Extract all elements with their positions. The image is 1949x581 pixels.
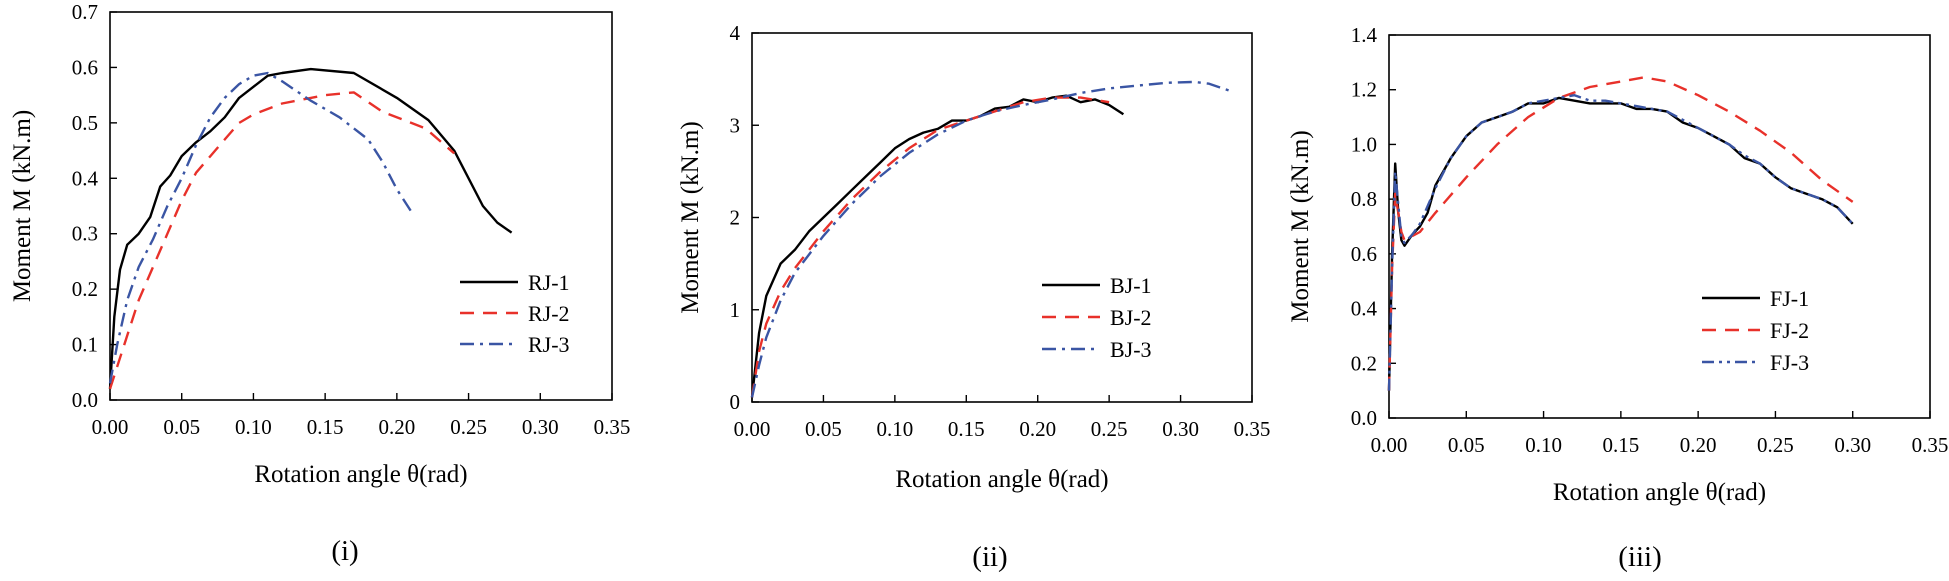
x-tick-label: 0.20 <box>378 415 415 439</box>
panel-caption: (i) <box>331 535 358 567</box>
legend-label: RJ-2 <box>528 301 570 326</box>
y-tick-label: 0.2 <box>72 277 98 301</box>
y-tick-label: 0.3 <box>72 222 98 246</box>
y-tick-label: 0.4 <box>72 166 99 190</box>
x-tick-label: 0.20 <box>1680 433 1717 457</box>
x-tick-label: 0.35 <box>1912 433 1949 457</box>
x-tick-label: 0.25 <box>1757 433 1794 457</box>
panel-iii: 0.00 0.05 0.10 0.15 0.20 0.25 0.30 0.35 0.0 0.2 0.… <box>1287 23 1948 573</box>
x-tick-label: 0.05 <box>1448 433 1485 457</box>
x-tick-label: 0.10 <box>876 417 913 441</box>
x-tick-label: 0.05 <box>163 415 200 439</box>
y-tick-label: 0.1 <box>72 333 98 357</box>
x-tick-label: 0.35 <box>1234 417 1271 441</box>
x-axis-label: Rotation angle θ(rad) <box>254 461 467 488</box>
panel-caption: (ii) <box>972 541 1007 573</box>
series-line-fj-1 <box>1387 96 1854 391</box>
y-tick-label: 1.4 <box>1351 23 1378 47</box>
panel-i: 0.00 0.05 0.10 0.15 0.20 0.25 0.30 0.35 0.0 0.1 0.… <box>9 0 630 567</box>
y-tick-label: 0.7 <box>72 0 98 24</box>
y-tick-label: 0.2 <box>1351 351 1377 375</box>
series-line-rj-2 <box>108 91 455 390</box>
x-axis-label: Rotation angle θ(rad) <box>1553 479 1766 506</box>
y-tick-label: 0.4 <box>1351 297 1378 321</box>
legend-label: BJ-2 <box>1110 305 1152 330</box>
y-tick-label: 0.6 <box>72 55 98 79</box>
x-tick-label: 0.15 <box>307 415 344 439</box>
legend-label: BJ-1 <box>1110 273 1152 298</box>
y-tick-label: 0.5 <box>72 111 98 135</box>
x-tick-label: 0.25 <box>450 415 487 439</box>
y-tick-label: 1 <box>730 298 741 322</box>
y-tick-label: 1.2 <box>1351 78 1377 102</box>
series-line-bj-1 <box>750 94 1125 398</box>
plot-frame <box>751 32 1253 403</box>
x-tick-label: 0.30 <box>1162 417 1199 441</box>
x-tick-label: 0.35 <box>594 415 631 439</box>
legend-label: FJ-1 <box>1770 286 1809 311</box>
x-tick-label: 0.30 <box>1834 433 1871 457</box>
series-line-bj-2 <box>750 96 1110 398</box>
y-tick-label: 4 <box>730 21 741 45</box>
y-tick-label: 1.0 <box>1351 132 1377 156</box>
y-tick-label: 2 <box>730 206 741 230</box>
y-tick-label: 0.6 <box>1351 242 1377 266</box>
series-line-fj-3 <box>1387 94 1854 391</box>
x-tick-label: 0.25 <box>1091 417 1128 441</box>
panel-ii: 0.00 0.05 0.10 0.15 0.20 0.25 0.30 0.35 0 1 2 3 4 Rot… <box>677 21 1270 573</box>
x-axis-label: Rotation angle θ(rad) <box>895 466 1108 493</box>
series-line-rj-3 <box>108 71 413 384</box>
y-tick-label: 0.0 <box>1351 406 1377 430</box>
series-line-bj-3 <box>750 80 1231 398</box>
y-tick-label: 0.8 <box>1351 187 1377 211</box>
panel-caption: (iii) <box>1618 541 1662 573</box>
legend-label: RJ-1 <box>528 270 570 295</box>
x-tick-label: 0.05 <box>805 417 842 441</box>
x-tick-label: 0.15 <box>948 417 985 441</box>
series-line-rj-1 <box>108 67 513 389</box>
plot-frame <box>1388 34 1931 419</box>
y-axis-label: Moment M (kN.m) <box>677 121 704 313</box>
x-tick-label: 0.10 <box>1525 433 1562 457</box>
x-tick-label: 0.20 <box>1019 417 1056 441</box>
x-tick-label: 0.00 <box>1371 433 1408 457</box>
x-tick-label: 0.10 <box>235 415 272 439</box>
x-tick-label: 0.30 <box>522 415 559 439</box>
y-axis-label: Moment M (kN.m) <box>9 110 36 302</box>
y-tick-label: 0.0 <box>72 388 98 412</box>
y-tick-label: 0 <box>730 390 741 414</box>
series-line-fj-2 <box>1387 76 1854 391</box>
y-tick-label: 3 <box>730 113 741 137</box>
x-tick-label: 0.00 <box>92 415 129 439</box>
x-tick-label: 0.00 <box>734 417 771 441</box>
legend-label: FJ-3 <box>1770 350 1809 375</box>
plot-frame <box>109 11 613 401</box>
legend-label: FJ-2 <box>1770 318 1809 343</box>
y-axis-label: Moment M (kN.m) <box>1287 130 1314 322</box>
legend-label: RJ-3 <box>528 332 570 357</box>
x-tick-label: 0.15 <box>1602 433 1639 457</box>
legend-label: BJ-3 <box>1110 337 1152 362</box>
